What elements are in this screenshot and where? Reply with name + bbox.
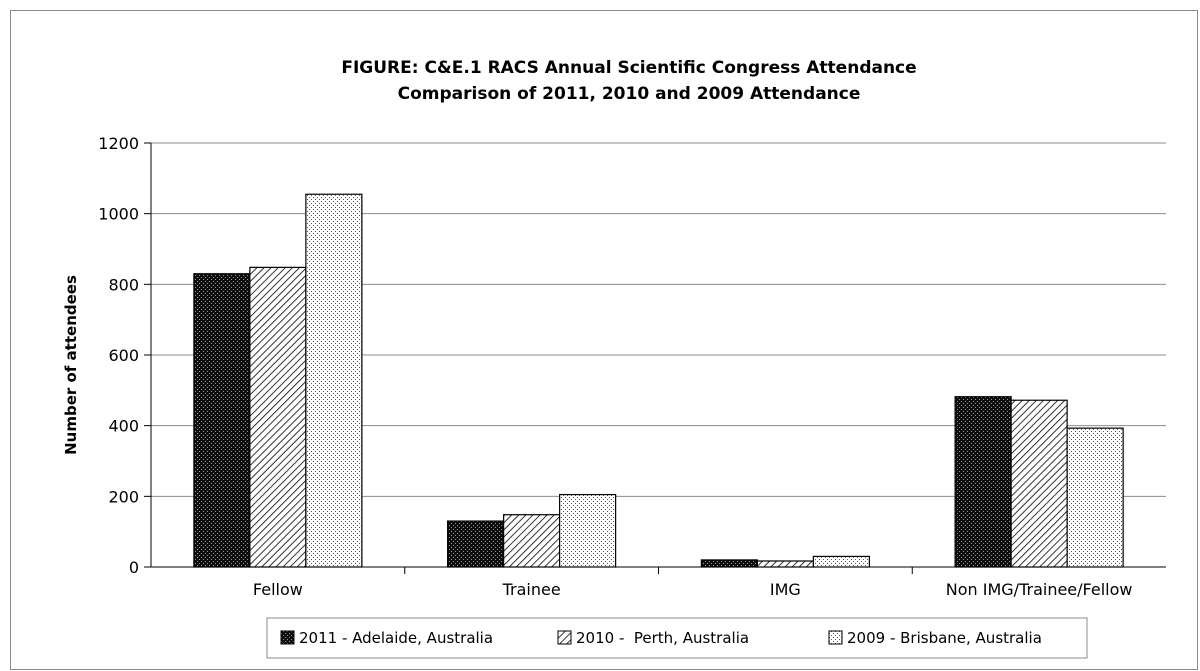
legend: 2011 - Adelaide, Australia 2010 - Perth, … <box>266 617 1088 659</box>
y-axis-title: Number of attendees <box>62 275 80 455</box>
bars <box>193 193 1124 568</box>
y-tick-labels: 0 200 400 600 800 1000 1200 <box>98 134 139 577</box>
bar-2009-fellow <box>305 193 363 568</box>
legend-label-2009: 2009 - Brisbane, Australia <box>847 629 1042 647</box>
bar-2009-non-img-trainee-fellow <box>1066 427 1124 568</box>
bar-2011-fellow <box>193 273 251 568</box>
y-tick-label: 800 <box>108 275 139 294</box>
y-tick-label: 0 <box>129 558 139 577</box>
bar-2010-fellow <box>249 266 307 568</box>
legend-swatch-2009 <box>828 630 843 645</box>
x-tick-label: Trainee <box>502 580 561 599</box>
bar-2010-img <box>756 560 814 568</box>
legend-label-2010: 2010 - Perth, Australia <box>576 629 749 647</box>
y-tick-label: 400 <box>108 417 139 436</box>
chart-title: FIGURE: C&E.1 RACS Annual Scientific Con… <box>341 58 916 78</box>
x-tick-label: Fellow <box>253 580 303 599</box>
chart-frame: FIGURE: C&E.1 RACS Annual Scientific Con… <box>10 10 1198 670</box>
bar-2011-trainee <box>447 520 505 568</box>
bar-chart: FIGURE: C&E.1 RACS Annual Scientific Con… <box>62 58 1166 659</box>
legend-swatch-2011 <box>280 630 295 645</box>
y-tick-label: 1200 <box>98 134 139 153</box>
x-tick-label: Non IMG/Trainee/Fellow <box>946 580 1133 599</box>
bar-2010-non-img-trainee-fellow <box>1010 399 1068 568</box>
y-tick-label: 600 <box>108 346 139 365</box>
x-tick-label: IMG <box>770 580 801 599</box>
bar-2010-trainee <box>503 514 561 568</box>
bar-2009-trainee <box>559 493 617 568</box>
legend-label-2011: 2011 - Adelaide, Australia <box>299 629 493 647</box>
bar-2011-non-img-trainee-fellow <box>954 396 1012 568</box>
bar-2011-img <box>700 559 758 568</box>
chart-subtitle: Comparison of 2011, 2010 and 2009 Attend… <box>398 84 861 104</box>
legend-swatch-2010 <box>557 630 572 645</box>
y-tick-label: 200 <box>108 487 139 506</box>
x-tick-labels: Fellow Trainee IMG Non IMG/Trainee/Fellow <box>253 580 1133 599</box>
bar-2009-img <box>812 555 870 568</box>
legend-box <box>266 617 1088 659</box>
y-tick-label: 1000 <box>98 205 139 224</box>
